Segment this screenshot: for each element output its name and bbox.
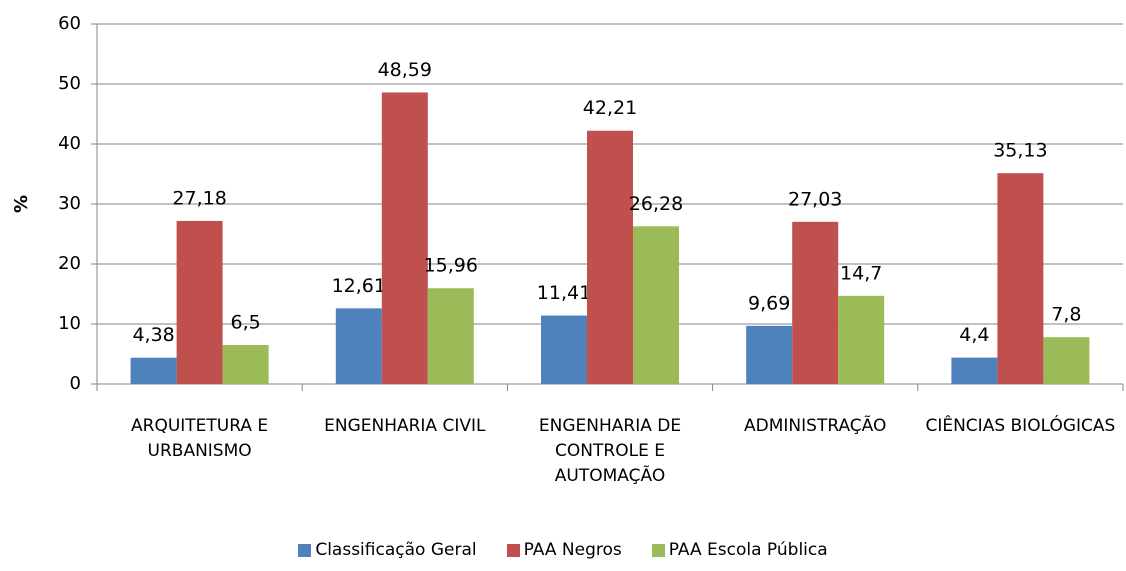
value-label: 27,03 [788, 188, 842, 210]
legend-label: PAA Negros [523, 540, 622, 560]
x-tick-label: CIÊNCIAS BIOLÓGICAS [925, 416, 1116, 436]
bar [746, 325, 793, 384]
bar [130, 357, 177, 384]
legend-swatch [651, 543, 665, 557]
legend-swatch [506, 543, 520, 557]
bar [951, 357, 998, 384]
y-tick-label: 40 [58, 133, 81, 154]
value-label: 27,18 [172, 187, 226, 209]
value-label: 14,7 [840, 262, 882, 284]
x-tick-label: ENGENHARIA CIVIL [324, 416, 486, 436]
x-tick-label: ARQUITETURA E URBANISMO [131, 416, 269, 461]
y-tick-label: 50 [58, 73, 81, 94]
value-label: 9,69 [748, 292, 790, 314]
value-label: 35,13 [993, 140, 1047, 162]
value-label: 12,61 [332, 275, 386, 297]
value-label: 7,8 [1051, 304, 1081, 326]
value-label: 4,38 [132, 324, 174, 346]
x-tick-label: ENGENHARIA DE CONTROLE E AUTOMAÇÃO [538, 416, 682, 486]
legend-label: Classificação Geral [315, 540, 477, 560]
bar [222, 345, 269, 384]
legend-item: PAA Negros [506, 540, 622, 560]
y-tick-label: 30 [58, 193, 81, 214]
bar [427, 288, 474, 384]
bar [838, 295, 885, 384]
legend-label: PAA Escola Pública [668, 540, 828, 560]
bar [176, 220, 223, 384]
value-label: 4,4 [959, 324, 989, 346]
bar [541, 315, 587, 384]
bar [587, 130, 633, 384]
y-tick-label: 20 [58, 253, 81, 274]
bar [381, 92, 428, 385]
y-tick-label: 0 [70, 373, 81, 394]
y-tick-label: 10 [58, 313, 81, 334]
value-label: 15,96 [424, 255, 478, 277]
bar [335, 308, 382, 384]
value-label: 6,5 [230, 312, 260, 334]
y-tick-label: 60 [58, 13, 81, 34]
value-label: 48,59 [378, 59, 432, 81]
legend-item: PAA Escola Pública [651, 540, 828, 560]
bar [1043, 337, 1090, 384]
y-axis-title: % [11, 195, 32, 213]
legend: Classificação Geral PAA Negros PAA Escola … [0, 540, 1126, 560]
x-tick-label: ADMINISTRAÇÃO [744, 416, 887, 436]
value-label: 11,41 [537, 282, 591, 304]
value-label: 26,28 [629, 193, 683, 215]
value-label: 42,21 [583, 97, 637, 119]
legend-item: Classificação Geral [298, 540, 477, 560]
legend-swatch [298, 543, 312, 557]
bar [997, 173, 1044, 384]
bar [633, 226, 679, 384]
bar [792, 221, 839, 384]
